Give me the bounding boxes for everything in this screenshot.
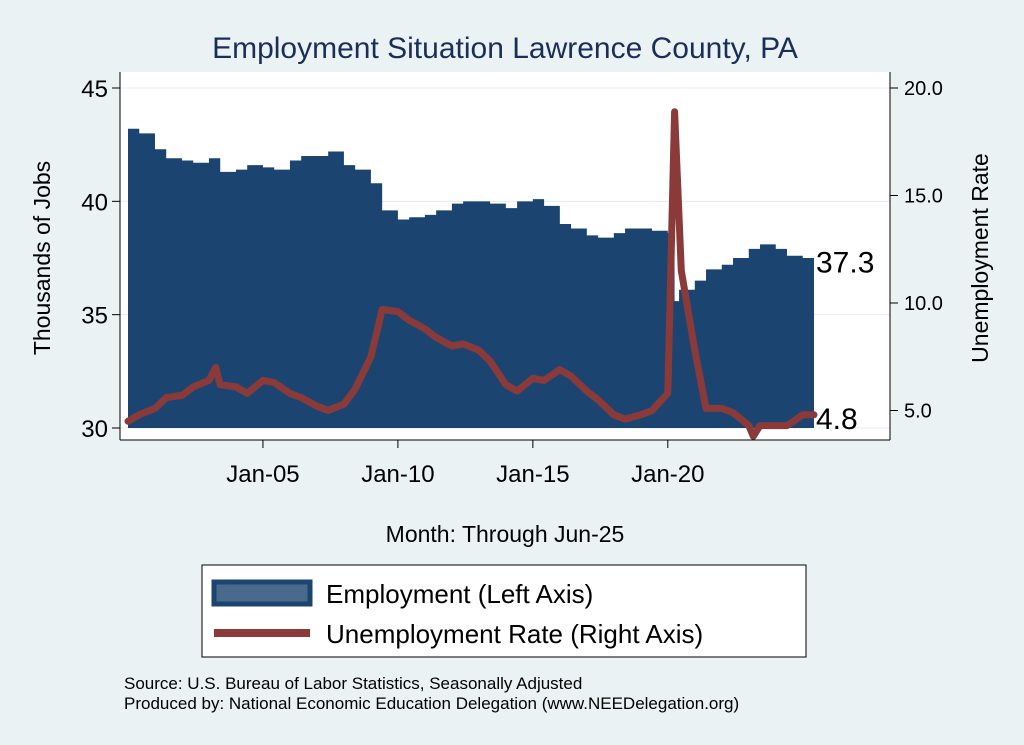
x-tick-label: Jan-10 <box>361 461 434 488</box>
left-tick-label: 35 <box>81 303 108 330</box>
unemployment-line <box>124 108 818 440</box>
chart-title: Employment Situation Lawrence County, PA <box>212 32 798 65</box>
left-axis-label: Thousands of Jobs <box>29 161 55 355</box>
legend: Employment (Left Axis) Unemployment Rate… <box>201 564 807 658</box>
axes <box>119 72 891 441</box>
right-tick-label: 10.0 <box>904 293 943 315</box>
x-tick-label: Jan-20 <box>631 461 704 488</box>
right-tick-label: 5.0 <box>904 401 932 423</box>
source-note: Source: U.S. Bureau of Labor Statistics,… <box>124 674 582 693</box>
employment-area <box>128 128 814 429</box>
employment-end-label: 37.3 <box>816 247 874 280</box>
legend-employment-label: Employment (Left Axis) <box>326 579 593 609</box>
x-axis-ticks: Jan-05 Jan-10 Jan-15 Jan-20 <box>226 440 704 488</box>
left-axis-ticks: 30 35 40 45 <box>81 76 120 443</box>
produced-by-note: Produced by: National Economic Education… <box>124 694 739 713</box>
x-tick-label: Jan-15 <box>496 461 569 488</box>
left-tick-label: 30 <box>81 416 108 443</box>
x-tick-label: Jan-05 <box>226 461 299 488</box>
right-tick-label: 20.0 <box>904 78 943 100</box>
left-tick-label: 40 <box>81 189 108 216</box>
x-axis-label: Month: Through Jun-25 <box>386 521 625 547</box>
legend-unemployment-label: Unemployment Rate (Right Axis) <box>326 619 703 649</box>
left-tick-label: 45 <box>81 76 108 103</box>
legend-employment-swatch <box>211 579 313 607</box>
right-axis-ticks: 5.0 10.0 15.0 20.0 <box>890 78 943 423</box>
right-tick-label: 15.0 <box>904 186 943 208</box>
right-axis-label: Unemployment Rate <box>967 153 993 363</box>
unemployment-end-label: 4.8 <box>816 403 858 436</box>
